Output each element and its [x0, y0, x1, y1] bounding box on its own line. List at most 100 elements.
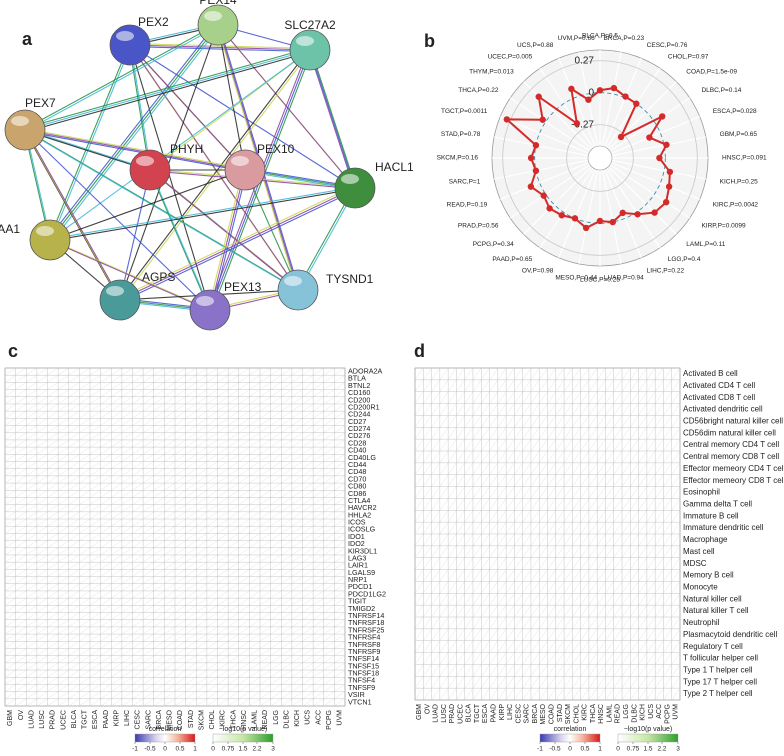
heatmap-diagonal — [4, 655, 16, 663]
heatmap-diagonal — [588, 652, 598, 665]
heatmap-row-label: CD80 — [348, 482, 366, 491]
heatmap-diagonal — [334, 382, 346, 390]
heatmap-diagonal — [663, 415, 672, 428]
heatmap-diagonal — [613, 474, 623, 487]
heatmap-diagonal — [448, 557, 457, 570]
heatmap-diagonal — [547, 403, 556, 416]
heatmap-diagonal — [414, 628, 424, 641]
heatmap-diagonal — [281, 425, 292, 433]
heatmap-diagonal — [121, 526, 133, 534]
heatmap-diagonal — [291, 411, 303, 419]
heatmap-diagonal — [89, 526, 101, 534]
heatmap-diagonal — [217, 648, 229, 656]
heatmap-diagonal — [563, 581, 573, 594]
heatmap-diagonal — [111, 619, 122, 628]
heatmap-diagonal — [153, 375, 165, 383]
network-edge — [23, 128, 298, 290]
heatmap-diagonal — [555, 557, 565, 570]
heatmap-diagonal — [47, 504, 59, 512]
heatmap-diagonal — [153, 590, 165, 599]
heatmap-diagonal — [143, 633, 154, 642]
radar-category-label: TGCT,P=0.0011 — [441, 108, 488, 115]
heatmap-col-label: KICH — [640, 704, 647, 721]
heatmap-diagonal — [270, 389, 282, 397]
heatmap-diagonal — [464, 581, 474, 594]
heatmap-diagonal — [68, 468, 80, 476]
radar-point — [663, 141, 670, 148]
heatmap-diagonal — [15, 518, 27, 527]
heatmap-diagonal — [79, 411, 91, 419]
heatmap-diagonal — [143, 454, 154, 462]
heatmap-diagonal — [281, 612, 292, 620]
heatmap-diagonal — [439, 533, 449, 546]
heatmap-diagonal — [630, 533, 639, 546]
heatmap-diagonal — [259, 482, 271, 491]
radar-point — [558, 212, 565, 219]
heatmap-diagonal — [638, 652, 647, 665]
heatmap-diagonal — [36, 669, 48, 678]
heatmap-diagonal — [597, 462, 606, 475]
heatmap-diagonal — [613, 628, 623, 641]
heatmap-diagonal — [270, 533, 282, 541]
heatmap-diagonal — [597, 533, 606, 546]
heatmap-diagonal — [68, 669, 80, 678]
heatmap-col-label: COAD — [548, 704, 555, 724]
heatmap-diagonal — [143, 626, 154, 635]
heatmap-diagonal — [423, 533, 432, 546]
heatmap-diagonal — [4, 684, 16, 692]
heatmap-diagonal — [481, 676, 490, 689]
heatmap-diagonal — [472, 486, 482, 499]
heatmap-diagonal — [281, 648, 292, 656]
heatmap-diagonal — [206, 684, 218, 692]
legend-colorbar — [617, 733, 679, 743]
heatmap-diagonal — [334, 633, 346, 642]
heatmap-diagonal — [431, 652, 440, 665]
heatmap-diagonal — [185, 482, 197, 491]
heatmap-diagonal — [630, 545, 639, 558]
heatmap-diagonal — [281, 569, 292, 577]
heatmap-diagonal — [4, 461, 16, 469]
heatmap-diagonal — [464, 569, 474, 582]
heatmap-diagonal — [121, 403, 133, 412]
heatmap-diagonal — [68, 403, 80, 412]
heatmap-diagonal — [522, 415, 532, 428]
heatmap-diagonal — [302, 619, 314, 628]
heatmap-diagonal — [439, 510, 449, 523]
radar-category-label: BRCA,P=0.23 — [603, 35, 644, 42]
heatmap-diagonal — [638, 605, 647, 618]
heatmap-diagonal — [4, 511, 16, 520]
heatmap-row-label: CD200R1 — [348, 402, 380, 411]
heatmap-diagonal — [174, 684, 186, 692]
heatmap-diagonal — [153, 547, 165, 556]
heatmap-diagonal — [196, 583, 207, 592]
heatmap-diagonal — [281, 619, 292, 628]
heatmap-diagonal — [36, 540, 48, 548]
heatmap-diagonal — [89, 698, 101, 707]
heatmap-diagonal — [489, 605, 498, 618]
heatmap-diagonal — [572, 510, 581, 523]
heatmap-diagonal — [174, 461, 186, 469]
heatmap-diagonal — [164, 691, 176, 699]
heatmap-diagonal — [605, 640, 614, 653]
heatmap-diagonal — [621, 664, 631, 677]
heatmap-diagonal — [621, 391, 631, 404]
heatmap-diagonal — [206, 598, 218, 606]
heatmap-diagonal — [15, 454, 27, 462]
heatmap-diagonal — [597, 557, 606, 570]
heatmap-diagonal — [47, 562, 59, 570]
node-label: PHYH — [170, 142, 203, 156]
heatmap-diagonal — [481, 439, 490, 452]
heatmap-diagonal — [563, 450, 573, 463]
heatmap-diagonal — [505, 486, 515, 499]
heatmap-row-label: ADORA2A — [348, 367, 383, 376]
heatmap-diagonal — [423, 427, 432, 440]
heatmap-diagonal — [100, 662, 112, 671]
radar-point — [617, 133, 625, 141]
heatmap-row-label: T follicular helper cell — [683, 654, 758, 663]
heatmap-col-label: UCS — [305, 710, 312, 725]
heatmap-diagonal — [539, 605, 548, 618]
network-edge — [129, 44, 311, 51]
heatmap-diagonal — [489, 498, 498, 511]
heatmap-diagonal — [249, 569, 261, 577]
heatmap-diagonal — [313, 389, 324, 397]
